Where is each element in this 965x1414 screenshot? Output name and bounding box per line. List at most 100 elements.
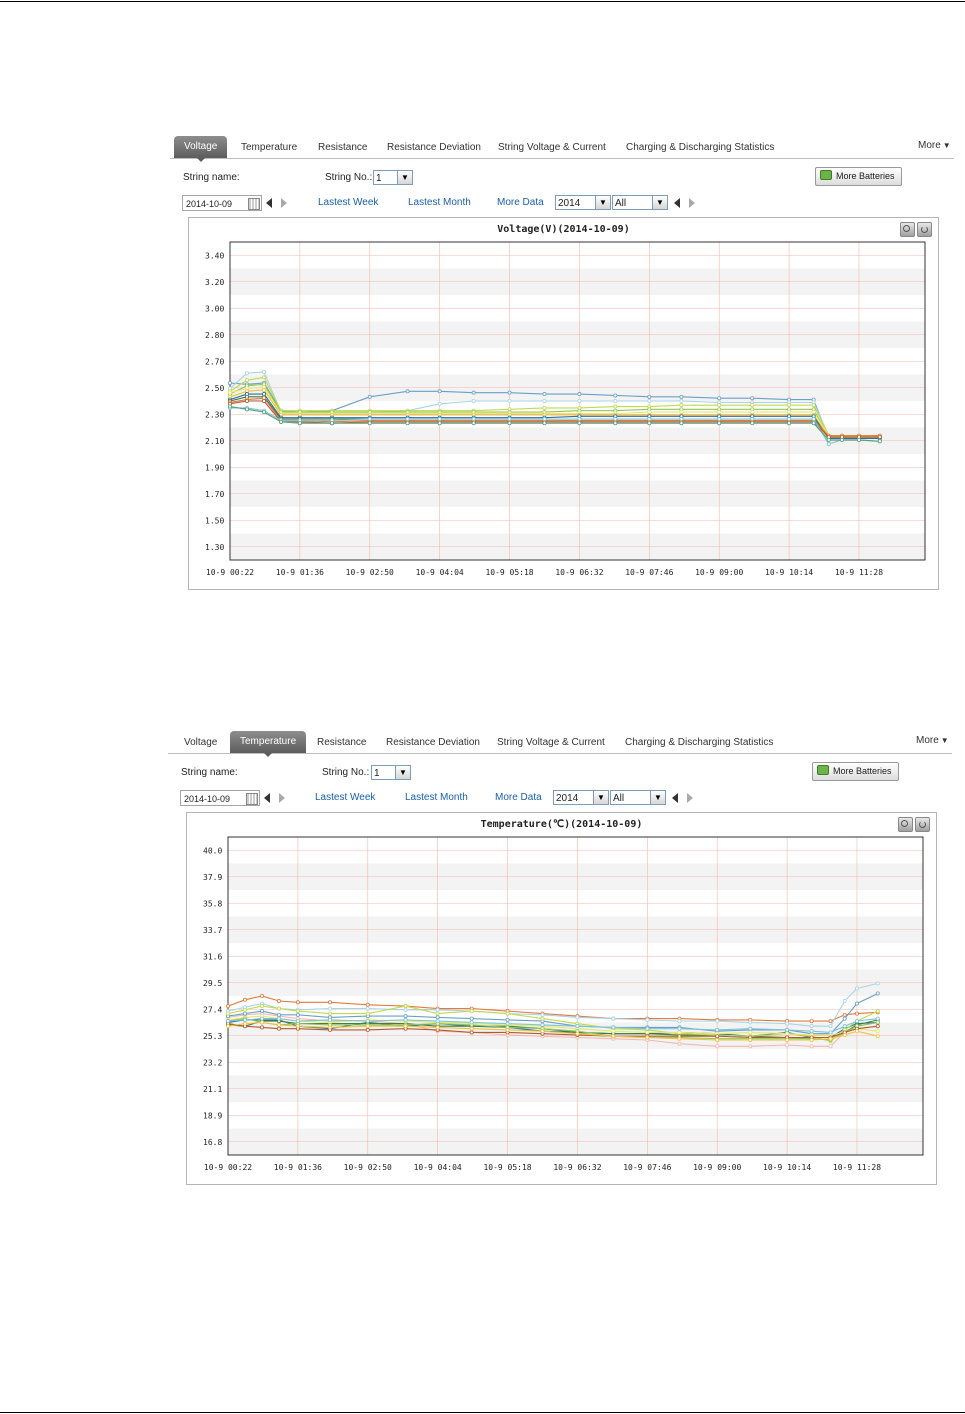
next-period-icon[interactable] (687, 793, 693, 803)
more-batteries-button[interactable]: More Batteries (812, 762, 899, 781)
x-tick-label: 10-9 09:00 (695, 568, 743, 577)
tab-resistance-deviation[interactable]: Resistance Deviation (387, 142, 481, 153)
series-point (809, 1044, 814, 1049)
refresh-icon[interactable] (915, 817, 930, 832)
y-tick-label: 3.40 (205, 251, 224, 260)
y-tick-label: 16.8 (203, 1138, 222, 1147)
string-row: String name: String No.: 1 ▼ More Batteri… (170, 167, 954, 188)
series-point (542, 421, 547, 426)
more-batteries-button[interactable]: More Batteries (815, 167, 902, 186)
series-point (403, 1017, 408, 1022)
series-point (877, 439, 882, 444)
tab-string-voltage-current[interactable]: String Voltage & Current (497, 737, 605, 748)
y-tick-label: 37.9 (203, 873, 222, 882)
tab-temperature[interactable]: Temperature (241, 142, 298, 153)
series-point (613, 398, 618, 403)
prev-day-icon[interactable] (264, 793, 270, 803)
series-point (875, 1020, 880, 1025)
tab-charging-discharging[interactable]: Charging & Discharging Statistics (626, 142, 775, 153)
x-tick-label: 10-9 01:36 (274, 1163, 322, 1172)
series-point (577, 398, 582, 403)
tab-resistance-deviation[interactable]: Resistance Deviation (386, 737, 480, 748)
prev-day-icon[interactable] (266, 198, 272, 208)
tab-voltage[interactable]: Voltage (174, 136, 228, 162)
series-point (276, 1012, 281, 1017)
tab-string-voltage-current[interactable]: String Voltage & Current (498, 142, 606, 153)
prev-period-icon[interactable] (674, 198, 680, 208)
y-tick-label: 21.1 (203, 1085, 222, 1094)
latest-month-link[interactable]: Lastest Month (408, 197, 471, 208)
calendar-icon[interactable] (246, 793, 258, 805)
tab-charging-discharging[interactable]: Charging & Discharging Statistics (625, 737, 774, 748)
series-point (717, 421, 722, 426)
series-point (611, 1016, 616, 1021)
y-tick-label: 1.70 (205, 490, 224, 499)
string-no-select[interactable]: 1 ▼ (371, 765, 411, 780)
y-tick-label: 35.8 (203, 899, 222, 908)
filter-select[interactable]: All ▼ (612, 195, 668, 210)
zoom-icon[interactable] (900, 222, 915, 237)
calendar-icon[interactable] (248, 198, 260, 210)
more-menu[interactable]: More ▼ (918, 140, 951, 151)
series-point (854, 1029, 859, 1034)
caret-down-icon: ▼ (942, 141, 951, 150)
series-point (259, 1025, 264, 1030)
more-menu[interactable]: More ▼ (916, 735, 949, 746)
next-day-icon[interactable] (279, 793, 285, 803)
series-point (469, 1020, 474, 1025)
series-point (877, 435, 882, 440)
series-line (230, 407, 880, 445)
y-tick-label: 1.90 (205, 463, 224, 472)
series-point (540, 1012, 545, 1017)
more-batteries-label: More Batteries (836, 171, 895, 181)
x-tick-label: 10-9 04:04 (416, 568, 464, 577)
x-tick-label: 10-9 09:00 (693, 1163, 741, 1172)
latest-week-link[interactable]: Lastest Week (318, 197, 379, 208)
series-point (259, 1009, 264, 1014)
next-day-icon[interactable] (281, 198, 287, 208)
y-tick-label: 3.20 (205, 278, 224, 287)
series-point (809, 1029, 814, 1034)
more-data-link[interactable]: More Data (497, 197, 544, 208)
series-point (297, 421, 302, 426)
year-select[interactable]: 2014 ▼ (553, 790, 609, 805)
series-point (244, 378, 249, 383)
series-point (469, 1026, 474, 1031)
tab-voltage[interactable]: Voltage (184, 737, 218, 748)
series-point (244, 407, 249, 412)
next-period-icon[interactable] (689, 198, 695, 208)
series-point (647, 421, 652, 426)
year-value: 2014 (558, 198, 581, 209)
y-tick-label: 1.50 (205, 516, 224, 525)
date-input[interactable]: 2014-10-09 (182, 195, 262, 211)
zoom-icon[interactable] (898, 817, 913, 832)
latest-week-link[interactable]: Lastest Week (315, 792, 376, 803)
string-no-select[interactable]: 1 ▼ (373, 170, 413, 185)
series-point (875, 1034, 880, 1039)
series-point (679, 421, 684, 426)
more-data-link[interactable]: More Data (495, 792, 542, 803)
series-point (748, 1044, 753, 1049)
temperature-plot: 40.0 37.9 35.8 33.7 31.6 29.5 27.4 25.3 23.2 21.1… (203, 836, 924, 1172)
series-point (507, 421, 512, 426)
year-select[interactable]: 2014 ▼ (555, 195, 611, 210)
prev-period-icon[interactable] (672, 793, 678, 803)
series-point (226, 1024, 231, 1029)
series-point (365, 1006, 370, 1011)
series-point (647, 417, 652, 422)
tab-temperature[interactable]: Temperature (230, 731, 307, 757)
series-line (229, 383, 880, 438)
date-input[interactable]: 2014-10-09 (180, 790, 260, 806)
refresh-icon[interactable] (917, 222, 932, 237)
latest-month-link[interactable]: Lastest Month (405, 792, 468, 803)
series-point (854, 1001, 859, 1006)
series-point (259, 1004, 264, 1009)
series-point (295, 1000, 300, 1005)
chevron-down-icon: ▼ (650, 791, 665, 804)
more-label: More (916, 735, 939, 746)
series-point (647, 394, 652, 399)
tab-resistance[interactable]: Resistance (318, 142, 368, 153)
series-point (242, 1007, 247, 1012)
filter-select[interactable]: All ▼ (610, 790, 666, 805)
tab-resistance[interactable]: Resistance (317, 737, 367, 748)
